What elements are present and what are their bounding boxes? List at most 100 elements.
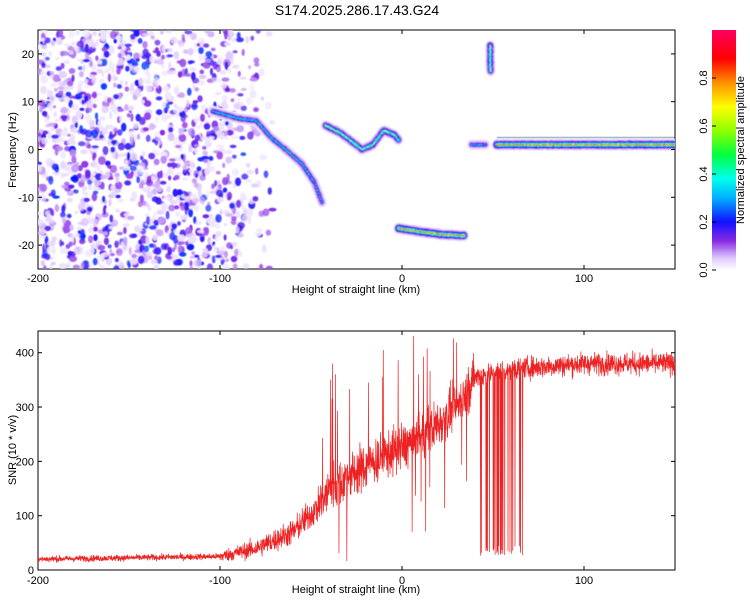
ridge-mark (228, 115, 230, 117)
ridge-mark (652, 144, 654, 146)
noise-blob (174, 156, 182, 162)
ridge-mark (630, 144, 632, 146)
noise-blob (173, 86, 180, 95)
noise-blob (149, 55, 156, 63)
noise-blob (193, 117, 200, 123)
noise-blob (128, 130, 136, 138)
noise-blob (145, 134, 151, 142)
ridge-mark (296, 159, 298, 161)
noise-blob (264, 101, 273, 110)
noise-blob (148, 243, 155, 248)
noise-blob (174, 113, 181, 118)
noise-blob (253, 107, 259, 113)
ridge-mark (380, 133, 382, 136)
ridge-mark (518, 144, 520, 146)
ridge-mark (587, 144, 588, 146)
noise-blob (108, 44, 115, 54)
noise-blob (180, 214, 189, 221)
noise-blob (64, 146, 71, 152)
noise-blob (196, 125, 201, 130)
ridge-mark (318, 192, 320, 194)
noise-blob (41, 43, 47, 50)
ridge-mark (387, 131, 389, 133)
noise-blob (240, 87, 247, 91)
ridge-mark (438, 233, 440, 235)
ridge-mark (605, 143, 607, 146)
noise-blob (206, 263, 213, 269)
ridge-mark (458, 234, 460, 236)
ridge-mark (615, 144, 617, 146)
noise-blob (122, 45, 127, 51)
ytick-label: -10 (18, 192, 34, 204)
ridge-mark (391, 133, 393, 135)
noise-blob (71, 103, 80, 111)
ridge-mark (485, 144, 487, 146)
noise-blob (216, 144, 225, 149)
ridge-mark (339, 132, 341, 134)
ridge-mark (634, 144, 636, 146)
ridge-mark (558, 143, 560, 145)
ridge-mark (569, 144, 571, 146)
noise-blob (127, 215, 135, 220)
noise-blob (136, 133, 141, 140)
noise-blob (134, 88, 142, 97)
ridge-mark (271, 137, 273, 139)
ridge-mark (445, 234, 447, 236)
ridge-mark (226, 115, 228, 117)
ridge-mark (536, 144, 537, 146)
noise-blob (208, 156, 214, 161)
noise-blob (133, 30, 140, 37)
noise-blob (60, 151, 67, 159)
ridge-mark (655, 144, 657, 146)
noise-blob (204, 167, 210, 176)
noise-blob (201, 155, 209, 160)
noise-blob (162, 196, 171, 201)
noise-blob (259, 263, 264, 269)
ridge-mark (333, 129, 335, 131)
noise-blob (167, 175, 172, 181)
noise-blob (265, 265, 273, 269)
noise-blob (59, 262, 67, 269)
noise-blob (136, 176, 141, 184)
noise-blob (114, 172, 120, 178)
ridge-mark (577, 144, 578, 146)
noise-blob (49, 83, 58, 87)
noise-blob (189, 235, 198, 243)
ridge-mark (282, 147, 284, 149)
noise-blob (71, 164, 79, 173)
ridge-mark (489, 66, 491, 68)
ridge-mark (373, 142, 375, 144)
ridge-mark (463, 235, 465, 237)
ridge-mark (489, 52, 491, 55)
noise-blob (86, 264, 90, 268)
noise-blob (192, 100, 199, 104)
ridge-mark (389, 132, 390, 134)
ridge-mark (223, 113, 225, 115)
noise-blob (250, 183, 259, 188)
noise-blob (78, 141, 86, 147)
noise-blob (220, 82, 227, 89)
ridge-mark (590, 144, 592, 146)
noise-blob (242, 214, 248, 223)
noise-blob (236, 210, 241, 219)
ridge-mark (662, 143, 664, 146)
ridge-mark (265, 131, 267, 133)
ridge-mark (647, 144, 649, 146)
ridge-mark (621, 144, 623, 146)
noise-blob (102, 195, 106, 203)
ridge-mark (360, 147, 362, 149)
noise-blob (224, 30, 228, 40)
ridge-mark (642, 144, 644, 146)
noise-blob (109, 225, 113, 230)
noise-blob (136, 231, 142, 238)
ridge-mark (264, 130, 266, 132)
ridge-mark (330, 127, 332, 129)
ridge-mark (301, 163, 303, 165)
noise-blob (85, 100, 94, 108)
ridge-mark (448, 234, 450, 236)
noise-blob (224, 87, 231, 92)
noise-blob (44, 253, 51, 261)
noise-blob (146, 215, 151, 225)
colorbar: 0.0 0.2 0.4 0.6 0.8 Normalized spectral ampl… (698, 30, 747, 278)
noise-blob (177, 40, 184, 45)
